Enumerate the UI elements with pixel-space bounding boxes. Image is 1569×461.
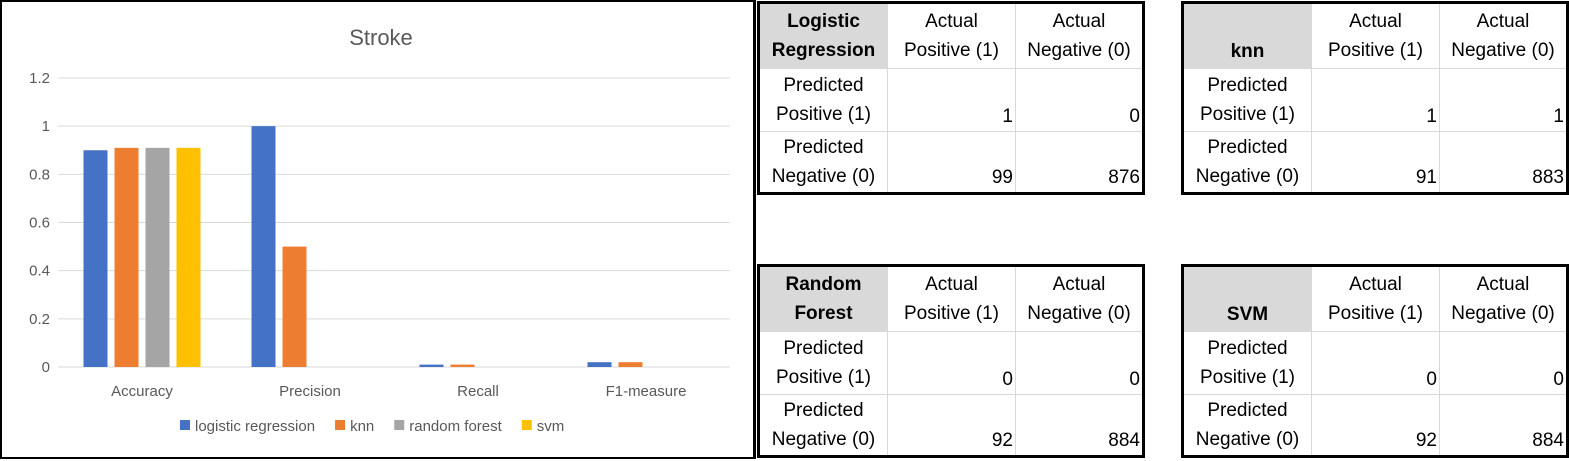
bar: [145, 147, 170, 367]
row-header: Predicted Negative (0): [1182, 394, 1312, 457]
y-tick-label: 0.4: [29, 263, 50, 280]
cell-value: 1: [1311, 68, 1440, 132]
x-tick-label: F1-measure: [606, 383, 687, 400]
column-header: Actual Negative (0): [1015, 2, 1144, 69]
cell-value: 1: [1439, 68, 1568, 132]
cell-value: 0: [1439, 331, 1568, 395]
x-tick-label: Accuracy: [111, 383, 173, 400]
legend-swatch: [335, 420, 346, 430]
y-tick-label: 0.2: [29, 311, 50, 328]
table-title: knn: [1182, 2, 1312, 69]
bar: [618, 362, 643, 367]
y-tick-label: 0: [42, 359, 50, 376]
x-tick-label: Precision: [279, 383, 341, 400]
bar: [114, 147, 139, 367]
row-header: Predicted Negative (0): [758, 394, 888, 457]
bar-chart: Stroke 0 0.2 0.4 0.6 0.8 1 1.2 Accuracy Precision…: [29, 25, 730, 435]
bar: [282, 246, 307, 367]
cell-value: 92: [1311, 394, 1440, 457]
column-header: Actual Positive (1): [887, 2, 1016, 69]
table-title: Logistic Regression: [758, 2, 888, 69]
cell-value: 884: [1439, 394, 1568, 457]
table-title: Random Forest: [758, 265, 888, 332]
chart-panel: Stroke 0 0.2 0.4 0.6 0.8 1 1.2 Accuracy Precision…: [0, 0, 756, 459]
cell-value: 876: [1015, 131, 1144, 194]
cell-value: 0: [887, 331, 1016, 395]
row-header: Predicted Positive (1): [1182, 331, 1312, 395]
cell-value: 884: [1015, 394, 1144, 457]
table-title: SVM: [1182, 265, 1312, 332]
bar: [419, 364, 444, 367]
legend-label: random forest: [409, 418, 502, 435]
column-header: Actual Positive (1): [1311, 265, 1440, 332]
confusion-matrix-logistic: Logistic Regression Actual Positive (1) …: [757, 1, 1145, 195]
cell-value: 0: [1015, 68, 1144, 132]
legend-label: svm: [537, 418, 565, 435]
cell-value: 1: [887, 68, 1016, 132]
row-header: Predicted Negative (0): [758, 131, 888, 194]
bar: [251, 126, 276, 368]
cell-value: 99: [887, 131, 1016, 194]
cell-value: 0: [1015, 331, 1144, 395]
column-header: Actual Negative (0): [1439, 265, 1568, 332]
confusion-matrix-knn: knn Actual Positive (1) Actual Negative …: [1181, 1, 1569, 195]
legend-label: knn: [350, 418, 374, 435]
column-header: Actual Positive (1): [1311, 2, 1440, 69]
y-tick-label: 1: [42, 118, 50, 135]
legend-swatch: [521, 420, 532, 430]
legend-swatch: [394, 420, 405, 430]
row-header: Predicted Positive (1): [1182, 68, 1312, 132]
cell-value: 0: [1311, 331, 1440, 395]
row-header: Predicted Positive (1): [758, 331, 888, 395]
x-tick-label: Recall: [457, 383, 499, 400]
cell-value: 91: [1311, 131, 1440, 194]
column-header: Actual Negative (0): [1439, 2, 1568, 69]
y-tick-label: 1.2: [29, 70, 50, 87]
confusion-matrix-random-forest: Random Forest Actual Positive (1) Actual…: [757, 264, 1145, 458]
row-header: Predicted Negative (0): [1182, 131, 1312, 194]
y-tick-label: 0.6: [29, 215, 50, 232]
y-tick-label: 0.8: [29, 166, 50, 183]
bar: [176, 147, 201, 367]
column-header: Actual Positive (1): [887, 265, 1016, 332]
row-header: Predicted Positive (1): [758, 68, 888, 132]
column-header: Actual Negative (0): [1015, 265, 1144, 332]
bar: [450, 364, 475, 367]
confusion-matrix-svm: SVM Actual Positive (1) Actual Negative …: [1181, 264, 1569, 458]
legend-label: logistic regression: [195, 418, 315, 435]
chart-title: Stroke: [349, 25, 413, 50]
legend-swatch: [180, 420, 190, 430]
bar: [587, 362, 612, 367]
cell-value: 92: [887, 394, 1016, 457]
bar: [83, 150, 108, 367]
cell-value: 883: [1439, 131, 1568, 194]
